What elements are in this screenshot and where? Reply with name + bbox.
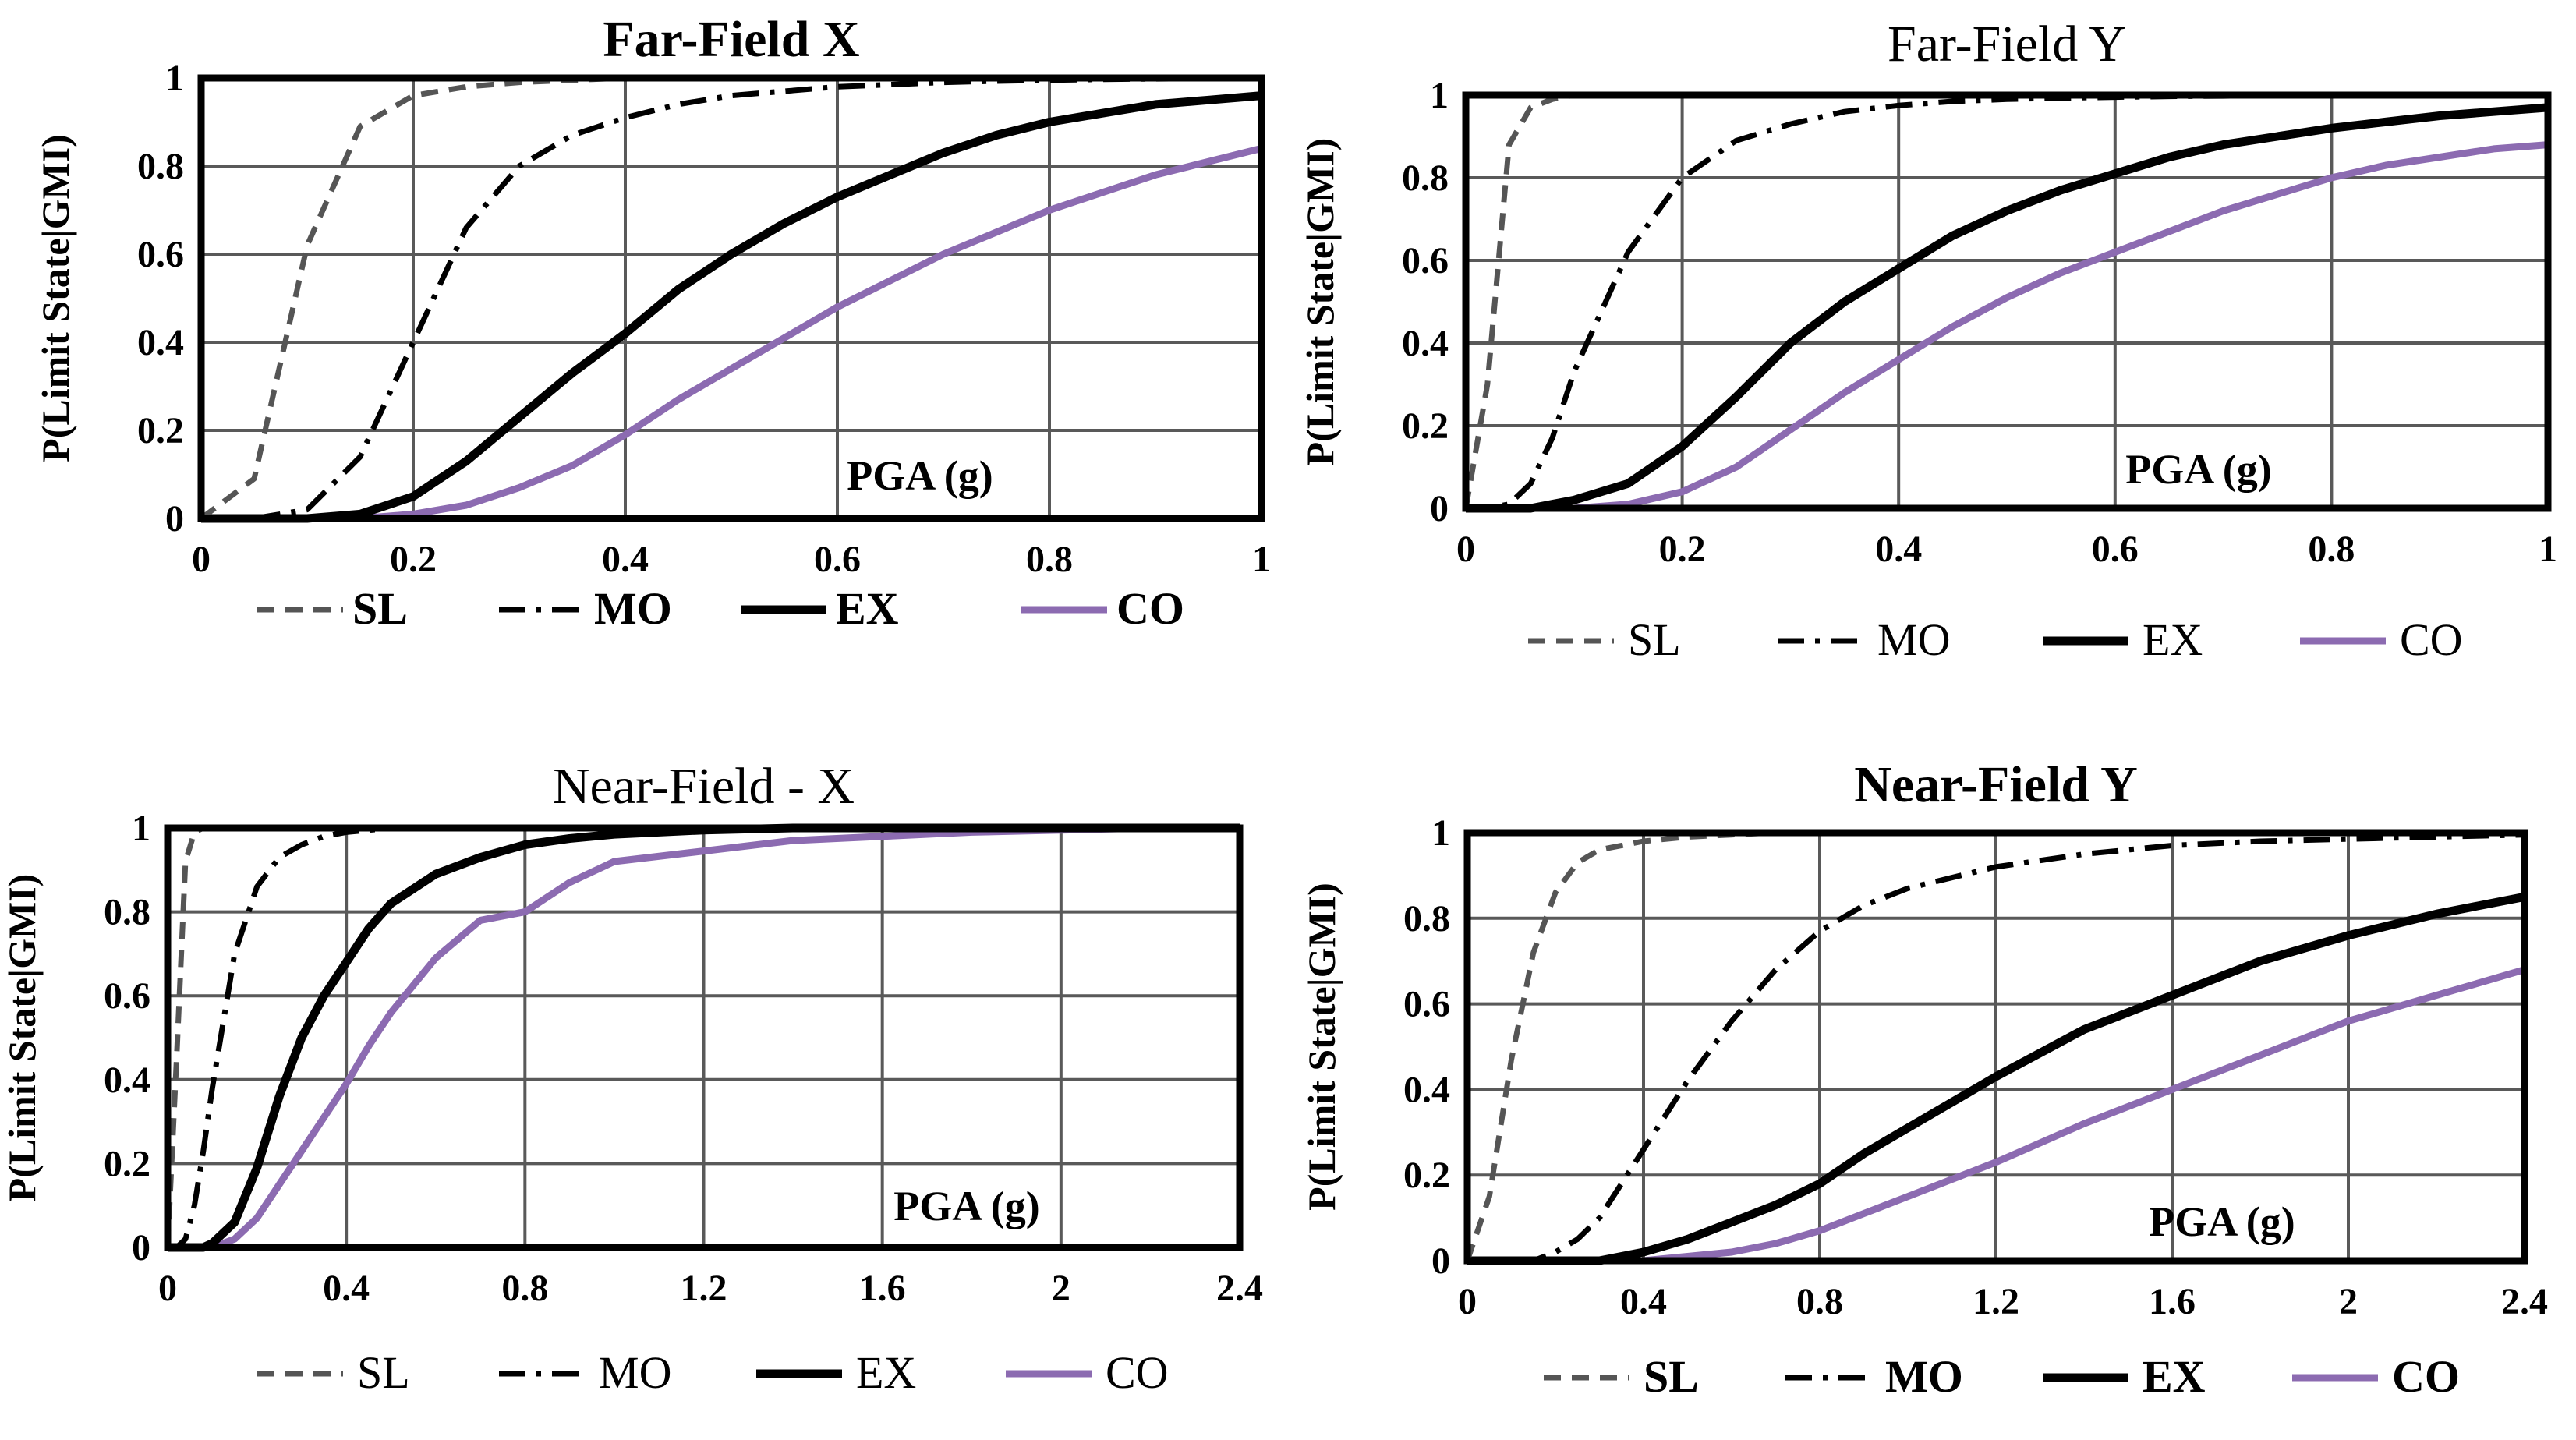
legend-label-sl: SL bbox=[357, 1347, 410, 1398]
legend-label-ex: EX bbox=[2143, 614, 2203, 665]
x-tick-label: 0.4 bbox=[323, 1268, 370, 1309]
legend-label-mo: MO bbox=[594, 583, 672, 634]
x-axis-label: PGA (g) bbox=[2125, 446, 2271, 493]
y-axis-label: P(Limit State|GMI) bbox=[0, 874, 44, 1202]
legend-label-co: CO bbox=[1116, 583, 1184, 634]
x-tick-label: 2.4 bbox=[1216, 1268, 1263, 1309]
y-tick-label: 1 bbox=[1431, 812, 1450, 854]
series-line-sl bbox=[1463, 92, 2548, 509]
y-tick-label: 0.6 bbox=[137, 234, 184, 275]
y-tick-label: 0.2 bbox=[137, 410, 184, 451]
x-tick-label: 2 bbox=[1052, 1268, 1070, 1309]
y-tick-label: 0.8 bbox=[104, 892, 150, 933]
x-tick-label: 0.6 bbox=[2092, 529, 2139, 570]
x-tick-label: 1.6 bbox=[2149, 1281, 2196, 1322]
plot-frame bbox=[1462, 91, 2552, 512]
x-axis-label: PGA (g) bbox=[847, 452, 993, 499]
legend-label-mo: MO bbox=[599, 1347, 671, 1398]
plot-frame bbox=[1463, 829, 2528, 1265]
x-tick-label: 0.2 bbox=[390, 539, 437, 580]
x-axis-label: PGA (g) bbox=[2149, 1198, 2295, 1245]
y-tick-label: 0.4 bbox=[104, 1060, 150, 1101]
y-tick-label: 0 bbox=[1431, 1240, 1450, 1282]
y-axis-label: P(Limit State|GMI) bbox=[34, 134, 77, 462]
y-tick-label: 0.2 bbox=[104, 1143, 150, 1184]
legend-label-ex: EX bbox=[836, 583, 899, 634]
legend-label-co: CO bbox=[1106, 1347, 1169, 1398]
x-tick-label: 0.4 bbox=[1620, 1281, 1667, 1322]
series-line-co bbox=[1466, 141, 2549, 512]
y-tick-label: 0 bbox=[1430, 488, 1449, 529]
y-tick-label: 0 bbox=[165, 498, 184, 540]
legend-label-ex: EX bbox=[2143, 1351, 2206, 1402]
x-tick-label: 0 bbox=[192, 539, 211, 580]
legend-label-sl: SL bbox=[352, 583, 408, 634]
y-tick-label: 0.2 bbox=[1403, 1155, 1450, 1196]
legend-label-mo: MO bbox=[1885, 1351, 1963, 1402]
chart-title: Near-Field Y bbox=[1854, 756, 2137, 813]
legend-label-co: CO bbox=[2392, 1351, 2460, 1402]
y-tick-label: 0.8 bbox=[137, 146, 184, 187]
x-tick-label: 0.6 bbox=[814, 539, 861, 580]
x-tick-label: 0 bbox=[1456, 529, 1475, 570]
x-tick-label: 0.4 bbox=[602, 539, 649, 580]
y-tick-label: 0.4 bbox=[1403, 1069, 1450, 1110]
series-line-mo bbox=[201, 75, 1262, 522]
chart-panel-3: Near-Field - X 0 0.4 0.8 1.2 1.6 2 2.4 0 0.2 0.4 0.… bbox=[0, 758, 1263, 1398]
legend-label-ex: EX bbox=[856, 1347, 916, 1398]
y-tick-label: 1 bbox=[132, 808, 150, 849]
y-tick-label: 0.2 bbox=[1402, 405, 1449, 447]
x-tick-label: 1 bbox=[1252, 539, 1271, 580]
series-line-sl bbox=[199, 75, 1261, 521]
y-tick-label: 0.8 bbox=[1402, 157, 1449, 199]
chart-title: Near-Field - X bbox=[553, 758, 855, 815]
chart-panel-4: Near-Field Y 0 0.4 0.8 1.2 1.6 2 2.4 0 0.2 0.4 0.6 0… bbox=[1300, 756, 2548, 1402]
x-tick-label: 1.2 bbox=[681, 1268, 727, 1309]
y-tick-label: 0.8 bbox=[1403, 898, 1450, 939]
chart-title: Far-Field Y bbox=[1888, 16, 2126, 73]
legend-label-sl: SL bbox=[1628, 614, 1681, 665]
y-tick-label: 0.6 bbox=[104, 975, 150, 1017]
x-tick-label: 0.8 bbox=[2308, 529, 2355, 570]
x-tick-label: 1 bbox=[2539, 529, 2557, 570]
x-axis-label: PGA (g) bbox=[893, 1183, 1039, 1229]
y-tick-label: 1 bbox=[165, 58, 184, 99]
x-tick-label: 2 bbox=[2339, 1281, 2358, 1322]
y-axis-label: P(Limit State|GMI) bbox=[1300, 883, 1343, 1211]
y-tick-label: 0.6 bbox=[1403, 984, 1450, 1025]
y-tick-label: 0.4 bbox=[1402, 323, 1449, 364]
series-line-co bbox=[201, 145, 1263, 522]
series-line-mo bbox=[1466, 92, 2548, 511]
x-tick-label: 0.8 bbox=[1796, 1281, 1843, 1322]
chart-panel-2: Far-Field Y 0 0.2 0.4 0.6 0.8 1 0 0.2 0.4 0.6 0.8 1 P… bbox=[1298, 16, 2557, 665]
x-tick-label: 0 bbox=[1458, 1281, 1477, 1322]
x-tick-label: 0.8 bbox=[501, 1268, 548, 1309]
series-line-ex bbox=[201, 91, 1262, 523]
y-tick-label: 0.6 bbox=[1402, 240, 1449, 281]
x-tick-label: 0.2 bbox=[1659, 529, 1706, 570]
legend-label-co: CO bbox=[2400, 614, 2463, 665]
plot-frame bbox=[164, 824, 1244, 1251]
x-tick-label: 0.8 bbox=[1026, 539, 1073, 580]
y-tick-label: 1 bbox=[1430, 75, 1449, 116]
x-tick-label: 2.4 bbox=[2501, 1281, 2548, 1322]
x-tick-label: 0 bbox=[158, 1268, 177, 1309]
x-tick-label: 0.4 bbox=[1875, 529, 1922, 570]
x-tick-label: 1.6 bbox=[859, 1268, 906, 1309]
y-tick-label: 0.4 bbox=[137, 322, 184, 363]
plot-frame bbox=[197, 74, 1265, 522]
chart-title: Far-Field X bbox=[603, 11, 859, 68]
legend-label-mo: MO bbox=[1877, 614, 1950, 665]
chart-panel-1: Far-Field X 0 0.2 0.4 0.6 0.8 1 0 0.2 0.4 0.6 0.8 1 P… bbox=[34, 11, 1271, 634]
y-tick-label: 0 bbox=[132, 1227, 150, 1268]
legend-label-sl: SL bbox=[1644, 1351, 1699, 1402]
y-axis-label: P(Limit State|GMI) bbox=[1298, 138, 1342, 466]
x-tick-label: 1.2 bbox=[1973, 1281, 2019, 1322]
